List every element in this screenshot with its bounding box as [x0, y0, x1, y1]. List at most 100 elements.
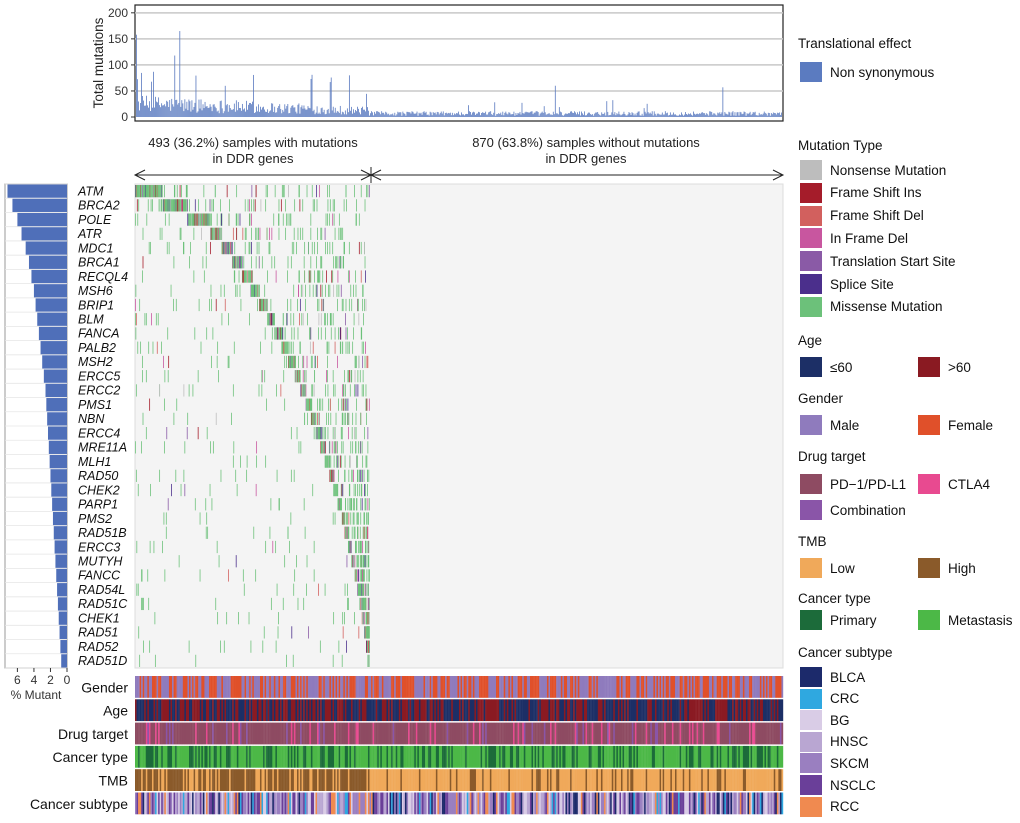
track-cell	[303, 769, 305, 791]
mutation-cell	[352, 412, 354, 425]
track-cell	[759, 745, 762, 768]
track-cell	[738, 676, 740, 698]
track-cell	[721, 745, 724, 768]
mutation-cell	[362, 370, 364, 383]
track-cell	[178, 722, 180, 745]
track-cell	[182, 769, 185, 791]
mutation-bar	[536, 111, 538, 117]
track-cell	[230, 699, 233, 722]
mutation-cell	[362, 583, 364, 596]
mutation-cell	[255, 483, 257, 497]
mutation-cell	[328, 455, 329, 468]
track-cell	[772, 722, 774, 745]
track-cell	[358, 699, 361, 722]
track-cell	[384, 745, 387, 768]
track-cell	[151, 769, 154, 791]
gene-label: PARP1	[78, 498, 118, 512]
track-cell	[585, 722, 588, 745]
mutation-cell	[173, 199, 174, 212]
track-cell	[165, 676, 168, 698]
mutation-bar	[263, 106, 264, 117]
top-bar-panel	[134, 4, 784, 122]
mutation-cell	[341, 654, 343, 667]
mutation-bar	[559, 111, 561, 117]
mutation-cell	[254, 284, 256, 297]
mutation-bar	[511, 114, 513, 117]
track-cell	[500, 699, 503, 722]
mutation-bar	[361, 107, 362, 117]
track-cell	[511, 676, 514, 698]
track-cell	[364, 722, 367, 745]
track-cell	[755, 769, 757, 791]
track-cell	[443, 676, 446, 698]
track-cell	[725, 699, 728, 722]
mutation-cell	[340, 341, 342, 354]
mutation-cell	[212, 227, 213, 240]
track-cell	[480, 722, 483, 745]
track-cell	[548, 792, 551, 815]
mutation-cell	[321, 256, 323, 269]
track-cell	[661, 676, 663, 698]
track-cell	[272, 722, 275, 745]
track-cell	[583, 792, 586, 815]
mutation-cell	[345, 412, 346, 425]
track-cell	[269, 699, 271, 722]
mutation-bar	[481, 113, 483, 117]
track-cell	[736, 769, 739, 791]
mutation-cell	[211, 298, 212, 312]
mutation-bar	[530, 111, 532, 117]
mutation-cell	[286, 313, 287, 326]
mutation-bar	[174, 55, 176, 117]
track-cell	[486, 792, 489, 815]
track-cell	[766, 745, 768, 768]
mutation-cell	[360, 441, 362, 454]
mutation-cell	[289, 341, 291, 354]
track-cell	[432, 699, 435, 722]
mutation-cell	[363, 569, 364, 582]
gene-label: ATM	[77, 184, 104, 198]
mutation-bar	[528, 112, 530, 117]
track-cell	[764, 699, 767, 722]
track-cell	[658, 676, 660, 698]
track-cell	[145, 722, 148, 745]
gene-label: ERCC4	[78, 426, 120, 440]
track-cell	[307, 769, 310, 791]
track-cell	[556, 676, 558, 698]
track-cell	[329, 699, 332, 722]
track-cell	[337, 676, 339, 698]
track-cell	[613, 699, 616, 722]
mutation-bar	[603, 113, 605, 117]
track-cell	[219, 676, 222, 698]
mutation-bar	[711, 112, 713, 117]
track-cell	[221, 699, 224, 722]
track-cell	[648, 699, 651, 722]
track-cell	[514, 676, 517, 698]
mutation-cell	[334, 227, 336, 240]
track-cell	[668, 722, 671, 745]
track-cell	[252, 745, 254, 768]
track-cell	[215, 722, 217, 745]
mutation-bar	[601, 112, 603, 117]
track-cell	[577, 769, 580, 791]
mutation-cell	[193, 213, 194, 226]
mutation-bar	[760, 114, 762, 117]
mutation-bar	[254, 112, 255, 117]
mutation-bar	[142, 96, 143, 117]
track-cell	[627, 676, 629, 698]
mutation-cell	[361, 483, 363, 497]
mutation-cell	[365, 626, 367, 639]
mutation-cell	[347, 341, 349, 354]
track-cell	[721, 792, 724, 815]
track-cell	[371, 676, 373, 698]
mutation-cell	[181, 185, 182, 198]
track-cell	[491, 699, 494, 722]
track-cell	[695, 699, 697, 722]
track-cell	[724, 722, 727, 745]
gene-label: BRIP1	[78, 298, 114, 312]
mutation-cell	[342, 412, 344, 425]
mutation-bar	[431, 115, 433, 117]
mutation-cell	[271, 327, 273, 340]
legend-label: BG	[830, 712, 850, 728]
track-cell	[631, 722, 634, 745]
track-cell	[246, 699, 248, 722]
